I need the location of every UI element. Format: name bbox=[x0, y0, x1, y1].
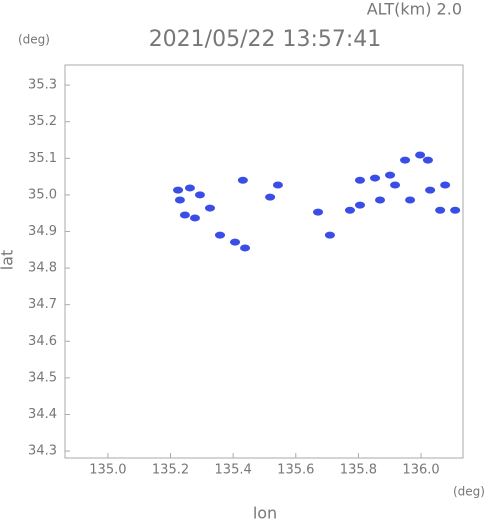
y-tick-label: 34.4 bbox=[28, 407, 57, 422]
plot-frame bbox=[64, 64, 464, 459]
x-tick-label: 136.0 bbox=[402, 463, 439, 478]
echo-cell bbox=[415, 151, 426, 159]
echo-cell bbox=[184, 184, 195, 192]
y-unit: (deg) bbox=[18, 33, 50, 47]
echo-cell bbox=[240, 244, 251, 252]
echo-cell bbox=[272, 181, 283, 189]
y-axis-label: lat bbox=[0, 250, 17, 271]
echo-cell bbox=[375, 196, 386, 204]
x-axis-label: lon bbox=[253, 504, 277, 522]
echo-cell bbox=[204, 204, 215, 212]
echo-cell bbox=[344, 206, 355, 214]
echo-cell bbox=[215, 231, 226, 239]
echo-cell bbox=[174, 196, 185, 204]
echo-cell bbox=[450, 206, 461, 214]
chart-title: 2021/05/22 13:57:41 bbox=[149, 27, 382, 52]
echo-cell bbox=[370, 174, 381, 182]
y-tick-label: 34.7 bbox=[28, 297, 57, 312]
echo-cell bbox=[385, 171, 396, 179]
y-tick-label: 34.6 bbox=[28, 334, 57, 349]
echo-cell bbox=[425, 186, 436, 194]
echo-cell bbox=[265, 193, 276, 201]
echo-cell bbox=[237, 176, 248, 184]
y-tick-label: 34.5 bbox=[28, 370, 57, 385]
echo-cell bbox=[435, 206, 446, 214]
echo-cell bbox=[230, 238, 241, 246]
y-tick-label: 35.1 bbox=[28, 151, 57, 166]
y-tick-label: 34.8 bbox=[28, 261, 57, 276]
echo-cell bbox=[313, 208, 324, 216]
echo-cell bbox=[324, 231, 335, 239]
x-tick-label: 135.2 bbox=[152, 463, 189, 478]
y-tick-label: 35.0 bbox=[28, 187, 57, 202]
x-tick-label: 135.8 bbox=[340, 463, 377, 478]
y-tick-label: 35.3 bbox=[28, 78, 57, 93]
echo-cell bbox=[179, 211, 190, 219]
x-unit: (deg) bbox=[453, 485, 485, 499]
echo-cell bbox=[194, 191, 205, 199]
echo-cell bbox=[354, 201, 365, 209]
altitude-label: ALT(km) 2.0 bbox=[367, 0, 462, 19]
echo-cell bbox=[405, 196, 416, 204]
echo-cell bbox=[422, 156, 433, 164]
echo-cell bbox=[400, 156, 411, 164]
echo-cell bbox=[173, 186, 184, 194]
y-tick-label: 34.3 bbox=[28, 444, 57, 459]
x-tick-label: 135.0 bbox=[89, 463, 126, 478]
echo-cell bbox=[390, 181, 401, 189]
y-tick-label: 35.2 bbox=[28, 114, 57, 129]
echo-cell bbox=[354, 176, 365, 184]
y-tick-label: 34.9 bbox=[28, 224, 57, 239]
echo-cell bbox=[440, 181, 451, 189]
x-tick-label: 135.4 bbox=[215, 463, 252, 478]
x-tick-label: 135.6 bbox=[277, 463, 314, 478]
echo-cell bbox=[189, 214, 200, 222]
